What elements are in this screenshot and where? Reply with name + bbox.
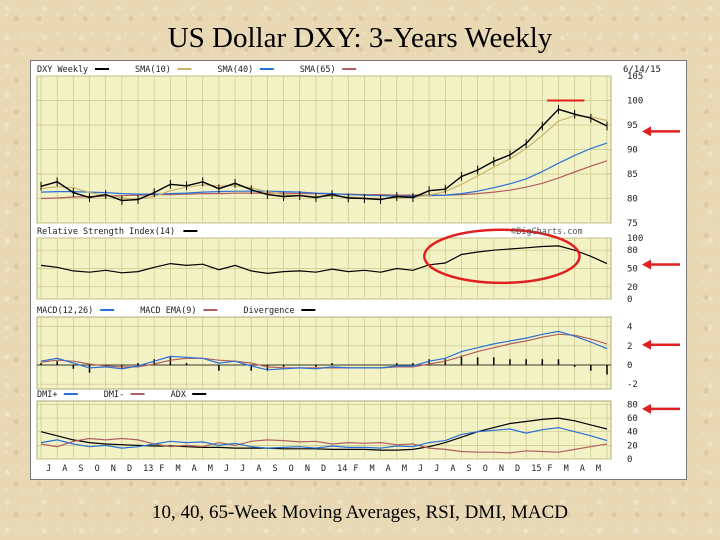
- series-line: [40, 417, 608, 451]
- y-tick-label: 100: [627, 234, 643, 244]
- x-tick-label: M: [175, 464, 180, 474]
- slide-caption: 10, 40, 65-Week Moving Averages, RSI, DM…: [151, 502, 569, 523]
- x-tick-label: A: [62, 464, 67, 474]
- x-tick-label: O: [289, 464, 294, 474]
- x-tick-label: J: [418, 464, 423, 474]
- x-tick-label: M: [370, 464, 375, 474]
- x-tick-label: J: [434, 464, 439, 474]
- x-tick-label: M: [596, 464, 601, 474]
- slide-title: US Dollar DXY: 3-Years Weekly: [167, 22, 553, 54]
- x-tick-label: A: [192, 464, 197, 474]
- y-tick-label: 4: [627, 323, 632, 333]
- panel-background: [36, 400, 612, 460]
- y-tick-label: 20: [627, 283, 638, 293]
- chart-frame: 75 80 85 90 95 100 105 DXY Weekly SMA(10) SMA(40)…: [30, 60, 687, 480]
- chart-panels: 75 80 85 90 95 100 105 DXY Weekly SMA(10) SMA(40)…: [36, 65, 661, 474]
- panel-rsi: 0 20 50 80 100 Relative Strength Index(14): [36, 227, 643, 305]
- legend-label: DMI-: [104, 390, 124, 400]
- watermark: ©BigCharts.com: [511, 227, 583, 237]
- x-tick-label: A: [386, 464, 391, 474]
- y-tick-label: 40: [627, 428, 638, 438]
- panel-background: [36, 316, 612, 390]
- y-tick-label: -2: [627, 380, 638, 390]
- x-tick-label: M: [208, 464, 213, 474]
- rsi-highlight-ellipse: [423, 228, 581, 285]
- x-tick-label: A: [256, 464, 261, 474]
- legend-label: SMA(10): [135, 65, 171, 75]
- x-tick-label: F: [159, 464, 164, 474]
- x-tick-label: F: [353, 464, 358, 474]
- y-tick-label: 0: [627, 361, 632, 371]
- x-tick-label: S: [467, 464, 472, 474]
- x-tick-label: 14: [337, 464, 347, 474]
- y-tick-label: 0: [627, 455, 632, 465]
- y-tick-label: 100: [627, 97, 643, 107]
- x-tick-label: A: [580, 464, 585, 474]
- legend-label: SMA(65): [300, 65, 336, 75]
- x-tick-label: A: [450, 464, 455, 474]
- x-tick-label: J: [224, 464, 229, 474]
- x-tick-label: J: [46, 464, 51, 474]
- x-tick-label: D: [321, 464, 326, 474]
- x-tick-label: O: [483, 464, 488, 474]
- legend-label: DXY Weekly: [37, 65, 88, 75]
- x-tick-label: N: [499, 464, 504, 474]
- y-tick-label: 80: [627, 246, 638, 256]
- series-line: [40, 426, 608, 449]
- y-tick-label: 60: [627, 414, 638, 424]
- x-tick-label: D: [127, 464, 132, 474]
- x-tick-label: M: [564, 464, 569, 474]
- y-tick-label: 80: [627, 195, 638, 205]
- series-line: [40, 142, 608, 197]
- legend-label: MACD EMA(9): [140, 306, 196, 316]
- x-tick-label: 15: [531, 464, 541, 474]
- panel-price: 75 80 85 90 95 100 105 DXY Weekly SMA(10) SMA(40)…: [36, 65, 661, 229]
- panel-macd: 4 2 0 -2 MACD(12,26) MACD EMA(9) Divergence: [36, 306, 638, 390]
- x-tick-label: N: [305, 464, 310, 474]
- y-tick-label: 85: [627, 170, 638, 180]
- legend-label: DMI+: [37, 390, 57, 400]
- x-tick-label: O: [95, 464, 100, 474]
- x-tick-label: 13: [143, 464, 153, 474]
- panel-dmi: 0 20 40 60 80 DMI+ DMI- ADX J A S O N D 13 F M A M J J A S O N D 1…: [36, 390, 638, 474]
- chart-svg: 75 80 85 90 95 100 105 DXY Weekly SMA(10) SMA(40)…: [36, 65, 661, 474]
- legend-label: ADX: [171, 390, 187, 400]
- x-tick-label: F: [547, 464, 552, 474]
- series-line: [40, 245, 608, 275]
- y-tick-label: 20: [627, 441, 638, 451]
- y-tick-label: 80: [627, 400, 638, 410]
- y-tick-label: 105: [627, 72, 643, 82]
- series-line: [40, 108, 608, 202]
- y-tick-label: 0: [627, 295, 632, 305]
- legend-label: Relative Strength Index(14): [37, 227, 175, 237]
- date-label: 6/14/15: [623, 65, 661, 75]
- x-tick-label: S: [272, 464, 277, 474]
- legend-label: SMA(40): [217, 65, 253, 75]
- y-tick-label: 90: [627, 146, 638, 156]
- series-line: [40, 330, 608, 371]
- x-tick-label: N: [111, 464, 116, 474]
- legend-label: MACD(12,26): [37, 306, 93, 316]
- y-tick-label: 2: [627, 342, 632, 352]
- legend-label: Divergence: [243, 306, 294, 316]
- y-tick-label: 50: [627, 265, 638, 275]
- y-tick-label: 75: [627, 219, 638, 229]
- series-line: [40, 437, 608, 454]
- y-tick-label: 95: [627, 121, 638, 131]
- x-tick-label: D: [515, 464, 520, 474]
- x-tick-label: J: [240, 464, 245, 474]
- x-tick-label: M: [402, 464, 407, 474]
- x-tick-label: S: [78, 464, 83, 474]
